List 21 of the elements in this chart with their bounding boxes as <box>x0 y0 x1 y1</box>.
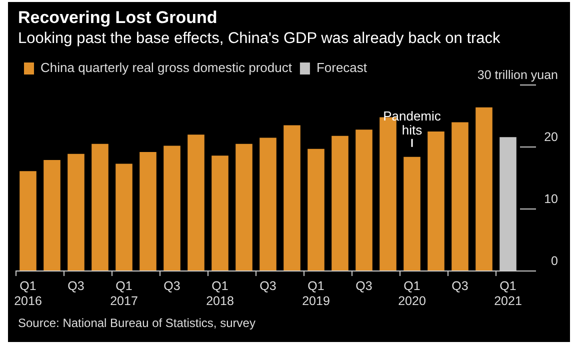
x-tick-label: Q1 2020 <box>398 278 426 308</box>
x-tick-label: Q1 2016 <box>14 278 42 308</box>
x-tick-label: Q1 2018 <box>206 278 234 308</box>
x-tick-label: Q1 2021 <box>494 278 522 308</box>
annotation: Pandemic hits <box>383 108 442 138</box>
source-note: Source: National Bureau of Statistics, survey <box>18 316 256 330</box>
x-tick-label: Q3 <box>164 278 180 293</box>
x-tick-label: Q1 2019 <box>302 278 330 308</box>
x-tick-label: Q3 <box>68 278 84 293</box>
x-tick-label: Q3 <box>356 278 372 293</box>
y-tick-label: 0 <box>551 254 558 268</box>
y-tick-label: 30 trillion yuan <box>477 68 558 82</box>
chart-title: Recovering Lost Ground <box>18 8 218 28</box>
y-tick-label: 20 <box>544 130 558 144</box>
chart-subtitle: Looking past the base effects, China's GDP was already back on track <box>18 30 500 48</box>
x-tick-label: Q3 <box>452 278 468 293</box>
x-tick-label: Q1 2017 <box>110 278 138 308</box>
legend-label: Forecast <box>316 60 368 76</box>
x-tick-label: Q3 <box>260 278 276 293</box>
legend-label: China quarterly real gross domestic product <box>40 60 292 76</box>
y-tick-label: 10 <box>544 192 558 206</box>
